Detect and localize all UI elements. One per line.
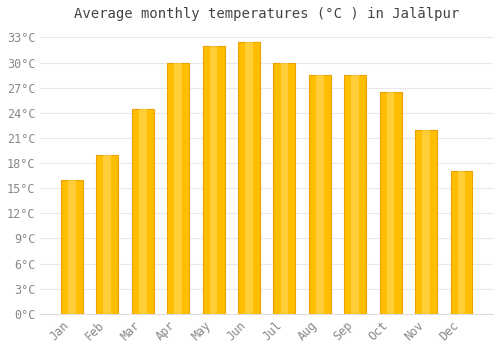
Bar bbox=[415, 130, 437, 314]
Bar bbox=[458, 172, 466, 314]
Bar bbox=[61, 180, 83, 314]
Bar bbox=[387, 92, 394, 314]
Bar bbox=[139, 108, 146, 314]
Bar bbox=[245, 42, 253, 314]
Bar bbox=[96, 155, 118, 314]
Bar bbox=[68, 180, 76, 314]
Title: Average monthly temperatures (°C ) in Jalālpur: Average monthly temperatures (°C ) in Ja… bbox=[74, 7, 460, 21]
Bar bbox=[280, 63, 288, 314]
Bar bbox=[380, 92, 402, 314]
Bar bbox=[167, 63, 189, 314]
Bar bbox=[352, 75, 359, 314]
Bar bbox=[422, 130, 430, 314]
Bar bbox=[274, 63, 295, 314]
Bar bbox=[316, 75, 324, 314]
Bar bbox=[132, 108, 154, 314]
Bar bbox=[450, 172, 472, 314]
Bar bbox=[174, 63, 182, 314]
Bar bbox=[104, 155, 111, 314]
Bar bbox=[344, 75, 366, 314]
Bar bbox=[210, 46, 218, 314]
Bar bbox=[309, 75, 331, 314]
Bar bbox=[238, 42, 260, 314]
Bar bbox=[202, 46, 224, 314]
